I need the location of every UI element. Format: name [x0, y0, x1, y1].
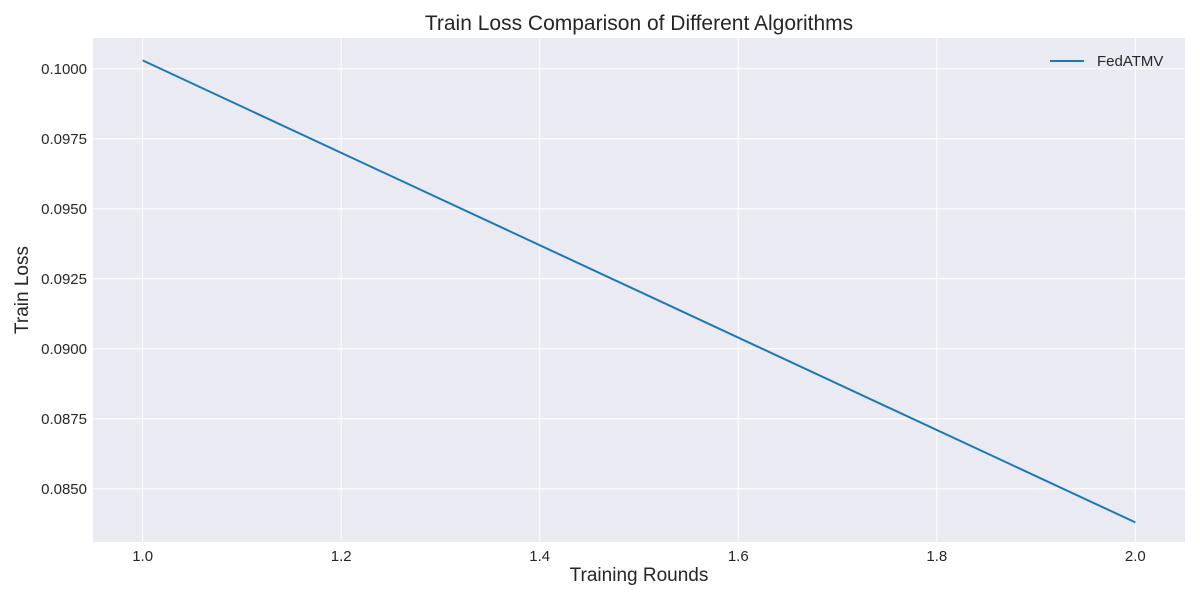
series-layer: [142, 59, 1136, 524]
x-tick-label: 1.2: [331, 548, 352, 565]
x-axis-label: Training Rounds: [570, 565, 709, 586]
x-tick-label: 2.0: [1125, 548, 1146, 565]
y-tick-label: 0.1000: [41, 61, 87, 78]
legend: FedATMV: [1050, 53, 1163, 70]
chart-title: Train Loss Comparison of Different Algor…: [425, 12, 853, 35]
x-tick-label: 1.8: [926, 548, 947, 565]
x-axis-ticks: 1.0 1.2 1.4 1.6 1.8 2.0: [132, 548, 1146, 565]
y-tick-label: 0.0975: [41, 131, 87, 148]
y-tick-label: 0.0875: [41, 411, 87, 428]
grid: [93, 38, 1185, 542]
y-tick-label: 0.0925: [41, 271, 87, 288]
x-tick-label: 1.4: [529, 548, 550, 565]
y-axis-label: Train Loss: [12, 246, 33, 334]
series-line-fedatmv: [142, 59, 1136, 524]
y-tick-label: 0.0950: [41, 201, 87, 218]
x-tick-label: 1.6: [728, 548, 749, 565]
y-tick-label: 0.0900: [41, 341, 87, 358]
legend-label-fedatmv: FedATMV: [1097, 53, 1163, 70]
y-tick-label: 0.0850: [41, 481, 87, 498]
x-tick-label: 1.0: [132, 548, 153, 565]
y-axis-ticks: 0.0850 0.0875 0.0900 0.0925 0.0950 0.0975 0.10…: [41, 61, 87, 498]
